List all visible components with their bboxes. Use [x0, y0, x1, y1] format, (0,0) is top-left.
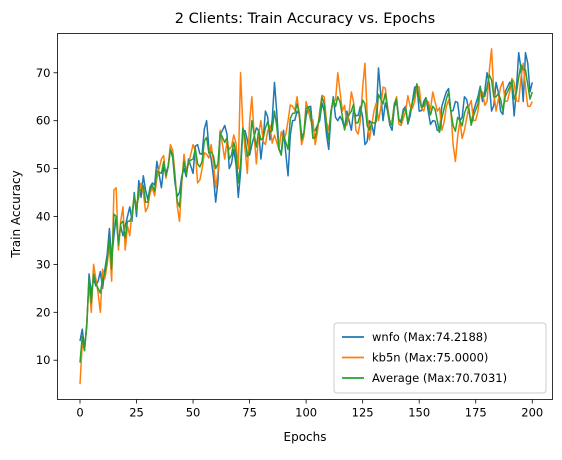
legend-label: kb5n (Max:75.0000) [372, 351, 488, 365]
x-tick-label: 175 [465, 406, 487, 420]
legend-box [333, 322, 547, 394]
x-tick-label: 125 [352, 406, 374, 420]
y-tick-label: 30 [36, 257, 51, 271]
x-tick-label: 150 [408, 406, 430, 420]
y-axis-label: Train Accuracy [9, 170, 23, 258]
y-tick-label: 50 [36, 162, 51, 176]
plot-frame [57, 33, 553, 400]
x-tick-label: 0 [76, 406, 83, 420]
axis-ticks: 0 25 50 75 100 125 150 175 200 10 20 30 40 50 60 70 [36, 66, 543, 420]
y-tick-label: 40 [36, 210, 51, 224]
y-tick-label: 20 [36, 305, 51, 319]
y-tick-label: 70 [36, 66, 51, 80]
chart-title: 2 Clients: Train Accuracy vs. Epochs [175, 11, 435, 27]
x-tick-label: 75 [242, 406, 257, 420]
legend-label: Average (Max:70.7031) [372, 371, 507, 385]
y-tick-label: 10 [36, 353, 51, 367]
plot-series [79, 48, 533, 385]
x-tick-label: 200 [521, 406, 543, 420]
legend-label: wnfo (Max:74.2188) [372, 330, 488, 344]
x-axis-label: Epochs [284, 430, 327, 444]
y-tick-label: 60 [36, 114, 51, 128]
series-line [79, 64, 533, 363]
x-tick-label: 25 [129, 406, 144, 420]
legend: wnfo (Max:74.2188) kb5n (Max:75.0000) Aver… [333, 322, 547, 394]
x-tick-label: 50 [186, 406, 201, 420]
x-tick-label: 100 [295, 406, 317, 420]
